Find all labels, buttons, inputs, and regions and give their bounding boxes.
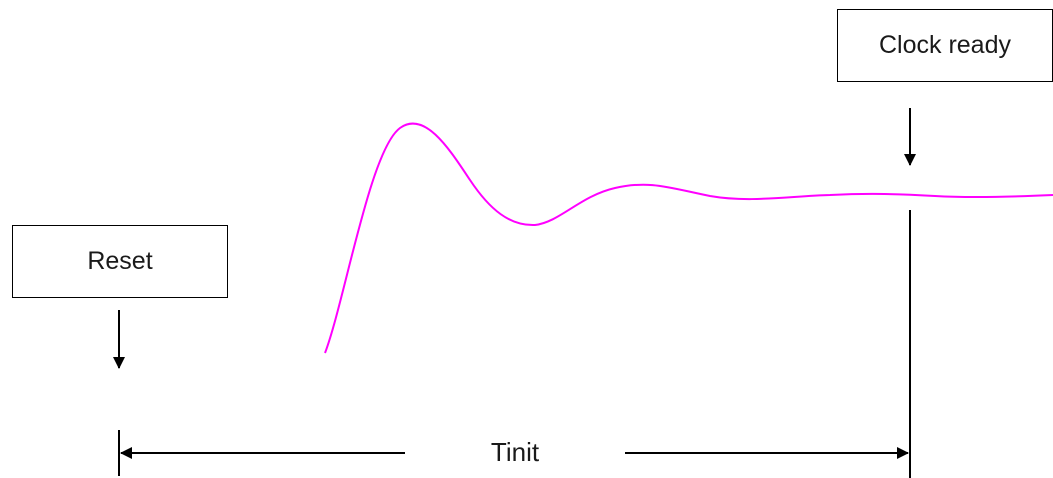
clock-waveform [324,122,1053,354]
reset-label-box: Reset [12,225,228,298]
clock-ready-label: Clock ready [879,31,1011,59]
tinit-label: Tinit [490,436,540,467]
clock-ready-label-box: Clock ready [837,9,1053,82]
reset-label: Reset [87,247,153,275]
